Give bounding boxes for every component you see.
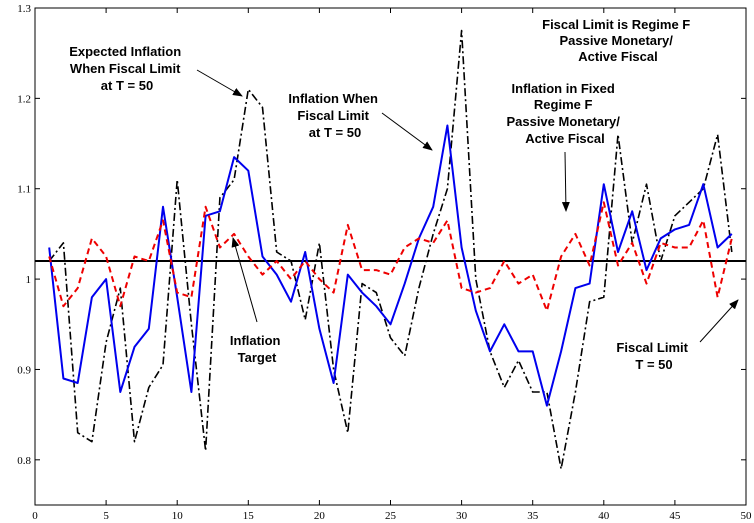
annotation-fiscal-limit-line-2: Fiscal Limit xyxy=(297,108,369,123)
y-tick-label: 1.2 xyxy=(17,93,31,105)
annotation-fixed-regime-line-4: Active Fiscal xyxy=(525,131,605,146)
series-layer xyxy=(48,29,733,470)
annotation-fiscal-limit-line-3: at T = 50 xyxy=(309,125,361,140)
annotation-expected: Expected Inflation When Fiscal Limit at … xyxy=(69,44,243,97)
annotation-target-line-1: Inflation xyxy=(230,333,281,348)
svg-text:Inflation Target: Inflation Target xyxy=(230,333,284,365)
x-tick-label: 50 xyxy=(741,510,753,522)
annotation-fiscal-limit-line-1: Inflation When xyxy=(288,91,378,106)
svg-text:Fiscal Limit T = 50: Fiscal Limit T = 50 xyxy=(616,340,691,372)
annotation-fiscal-limit: Inflation When Fiscal Limit at T = 50 xyxy=(288,91,433,151)
annotation-regime-note-line-3: Active Fiscal xyxy=(578,49,658,64)
annotation-expected-line-1: Expected Inflation xyxy=(69,44,181,59)
annotation-fixed-regime-line-2: Regime F xyxy=(534,97,593,112)
arrow-fixed-regime xyxy=(561,151,570,212)
arrow-fiscal-limit xyxy=(381,112,433,151)
svg-text:Inflation When Fiscal Li: Inflation When Fiscal Limit at T = 50 xyxy=(288,91,381,140)
annotation-regime-note-line-2: Passive Monetary/ xyxy=(559,33,673,48)
y-tick-label: 0.9 xyxy=(17,364,31,376)
x-tick-label: 20 xyxy=(314,510,326,522)
annotation-target-line-2: Target xyxy=(238,350,277,365)
tick-labels: 0 5 10 15 20 25 30 35 40 45 50 0.8 0.9 1 1.1 1.2 1.3 xyxy=(17,3,752,522)
x-tick-label: 0 xyxy=(32,510,38,522)
arrow-expected xyxy=(196,69,243,97)
annotation-fixed-regime: Inflation in Fixed Regime F Passive Mone… xyxy=(506,81,623,212)
x-tick-label: 25 xyxy=(385,510,397,522)
annotation-target: Inflation Target xyxy=(230,237,284,365)
axis-ticks xyxy=(34,7,747,505)
series-line-fiscal_limit xyxy=(48,124,733,407)
annotation-fixed-regime-line-3: Passive Monetary/ xyxy=(506,114,620,129)
x-tick-label: 40 xyxy=(598,510,610,522)
annotation-expected-line-2: When Fiscal Limit xyxy=(70,61,181,76)
x-tick-label: 5 xyxy=(103,510,109,522)
arrow-t50 xyxy=(699,299,739,343)
y-tick-label: 1.1 xyxy=(17,184,31,196)
arrow-target xyxy=(231,237,258,323)
plot-frame xyxy=(34,7,747,506)
x-tick-label: 10 xyxy=(172,510,184,522)
y-tick-label: 1 xyxy=(26,274,32,286)
svg-text:Fiscal Limit is Regime F: Fiscal Limit is Regime F Passive Monetar… xyxy=(542,17,694,64)
series-line-fixed_regime_f xyxy=(48,201,733,312)
annotation-t50: Fiscal Limit T = 50 xyxy=(616,299,739,372)
x-tick-label: 15 xyxy=(243,510,255,522)
x-tick-label: 30 xyxy=(456,510,468,522)
annotation-fixed-regime-line-1: Inflation in Fixed xyxy=(512,81,615,96)
annotation-regime-note-line-1: Fiscal Limit is Regime F xyxy=(542,17,690,32)
annotation-t50-line-2: T = 50 xyxy=(635,357,672,372)
series-line-expected xyxy=(48,29,733,470)
annotation-t50-line-1: Fiscal Limit xyxy=(616,340,688,355)
x-tick-label: 35 xyxy=(527,510,539,522)
x-tick-label: 45 xyxy=(669,510,681,522)
annotation-regime-note: Fiscal Limit is Regime F Passive Monetar… xyxy=(542,17,694,64)
y-tick-label: 0.8 xyxy=(17,455,31,467)
svg-text:Expected Inflation When: Expected Inflation When Fiscal Limit at … xyxy=(69,44,185,93)
y-tick-label: 1.3 xyxy=(17,3,31,15)
annotation-expected-line-3: at T = 50 xyxy=(101,78,153,93)
svg-text:Inflation in Fixed Regim: Inflation in Fixed Regime F Passive Mone… xyxy=(506,81,623,146)
